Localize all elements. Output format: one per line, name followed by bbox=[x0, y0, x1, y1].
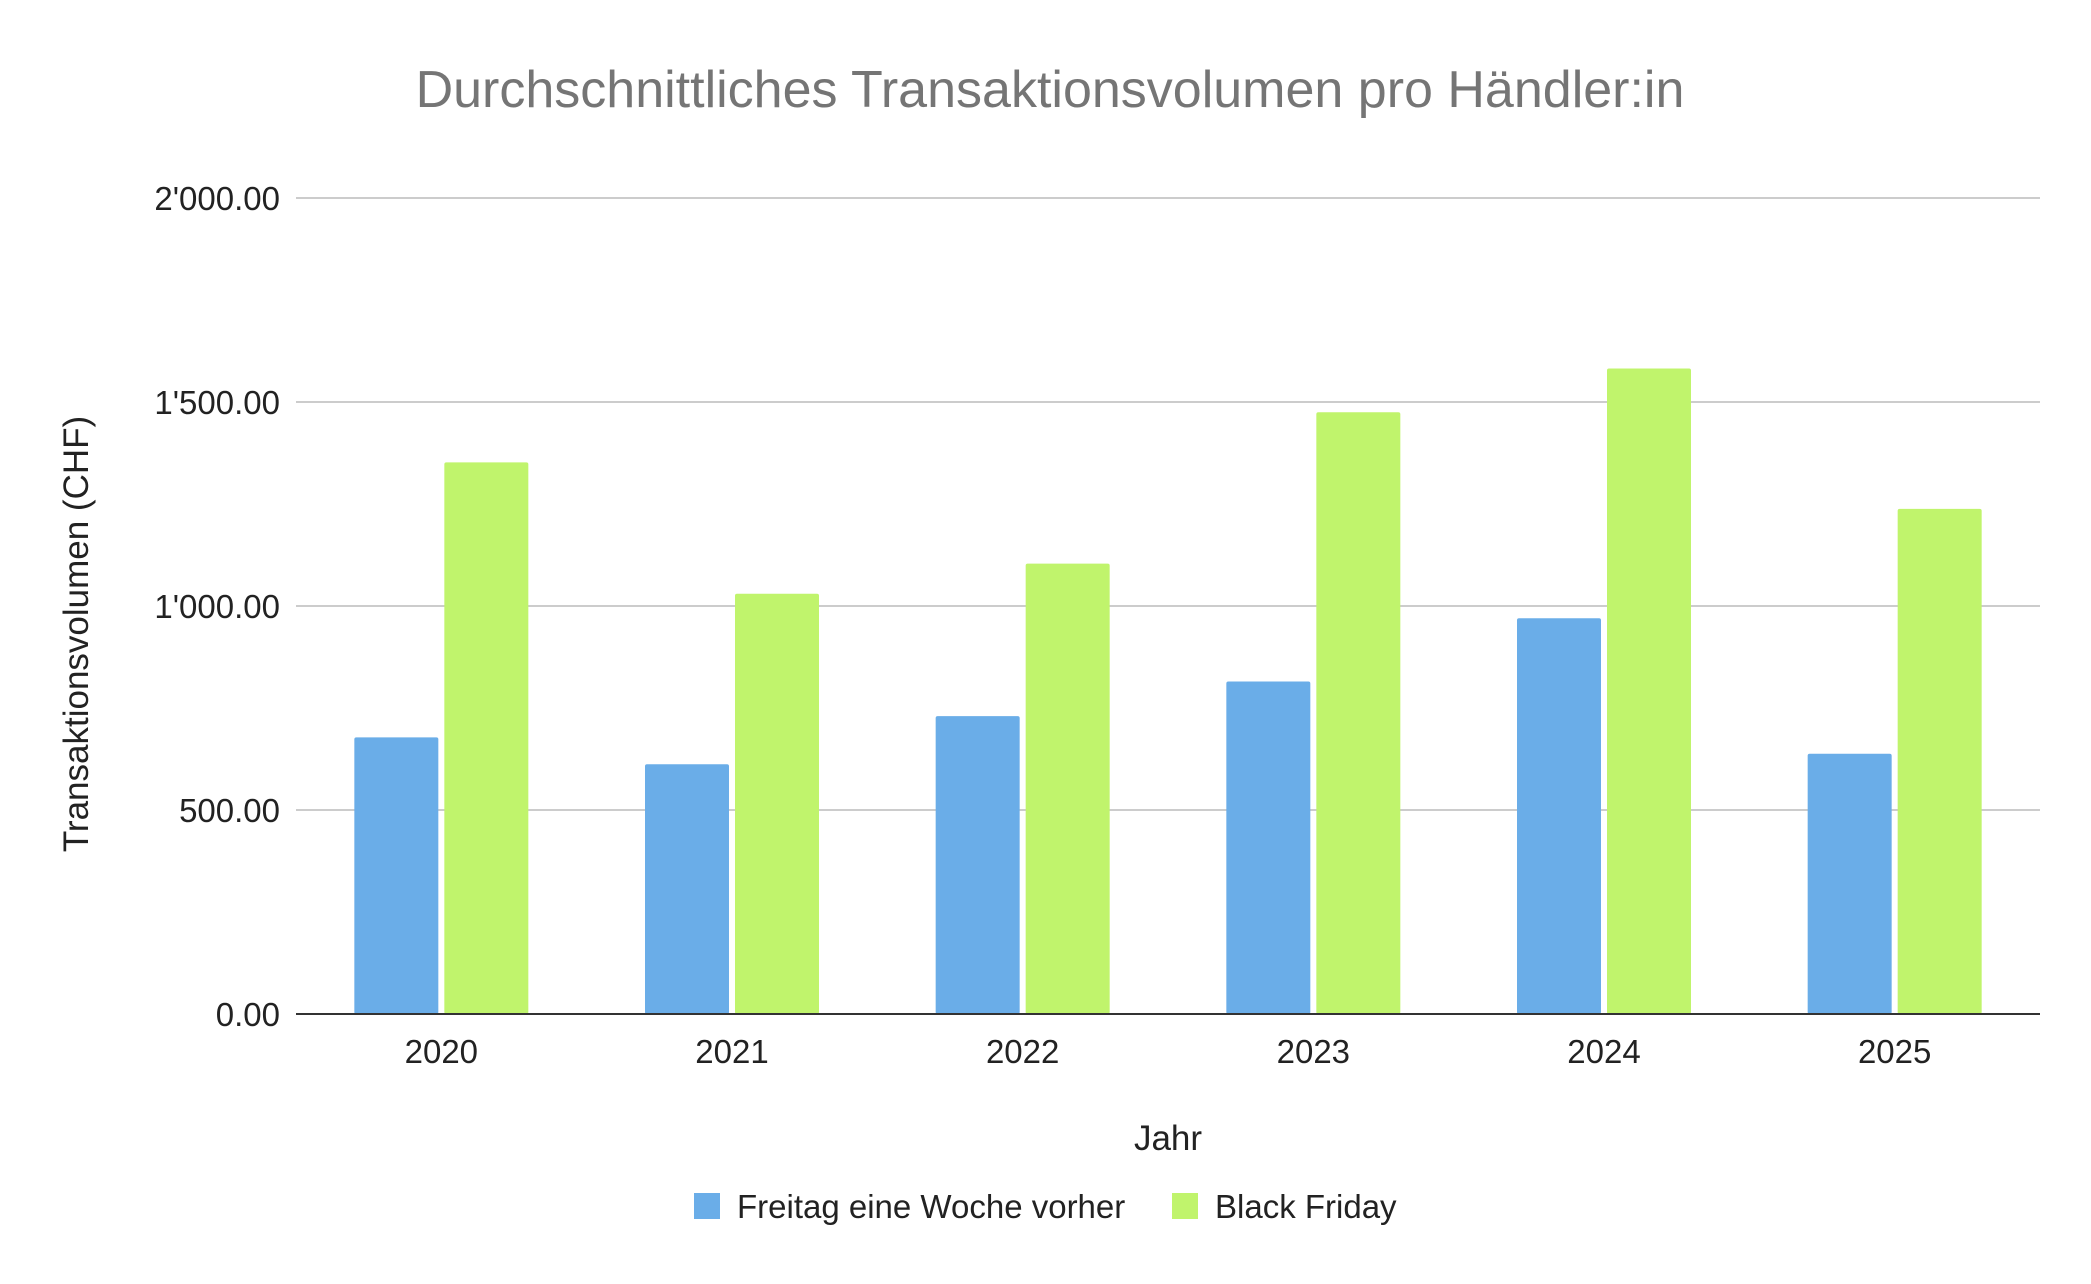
bar-week-before-2023 bbox=[1226, 681, 1311, 1014]
y-axis-ticks: 0.00 500.00 1'000.00 1'500.00 2'000.00 bbox=[154, 180, 280, 1033]
legend-swatch bbox=[1172, 1193, 1198, 1219]
x-tick-label: 2021 bbox=[695, 1033, 768, 1070]
legend-swatch bbox=[694, 1193, 720, 1219]
x-axis-title: Jahr bbox=[1134, 1119, 1202, 1158]
gridlines bbox=[296, 197, 2040, 811]
x-tick-label: 2020 bbox=[405, 1033, 478, 1070]
legend-label: Black Friday bbox=[1215, 1188, 1397, 1225]
bar-week-before-2021 bbox=[645, 764, 729, 1014]
bar-week-before-2020 bbox=[354, 737, 439, 1014]
bar-week-before-2025 bbox=[1807, 753, 1892, 1014]
bar-black-friday-2024 bbox=[1607, 368, 1691, 1014]
y-axis-title: Transaktionsvolumen (CHF) bbox=[57, 416, 96, 852]
y-tick-label: 1'500.00 bbox=[154, 384, 280, 421]
x-axis-ticks: 2020 2021 2022 2023 2024 2025 bbox=[405, 1033, 1932, 1070]
bar-black-friday-2022 bbox=[1025, 563, 1110, 1014]
bars bbox=[354, 368, 1982, 1014]
bar-black-friday-2023 bbox=[1316, 412, 1401, 1014]
x-tick-label: 2024 bbox=[1567, 1033, 1640, 1070]
bar-week-before-2024 bbox=[1517, 618, 1601, 1014]
y-tick-label: 1'000.00 bbox=[154, 588, 280, 625]
legend: Freitag eine Woche vorher Black Friday bbox=[694, 1188, 1397, 1225]
y-tick-label: 500.00 bbox=[179, 792, 280, 829]
x-tick-label: 2025 bbox=[1858, 1033, 1931, 1070]
bar-black-friday-2020 bbox=[444, 462, 529, 1014]
bar-black-friday-2021 bbox=[735, 593, 819, 1014]
x-tick-label: 2022 bbox=[986, 1033, 1059, 1070]
y-tick-label: 2'000.00 bbox=[154, 180, 280, 217]
y-tick-label: 0.00 bbox=[216, 996, 280, 1033]
x-tick-label: 2023 bbox=[1277, 1033, 1350, 1070]
bar-black-friday-2025 bbox=[1897, 508, 1982, 1014]
legend-label: Freitag eine Woche vorher bbox=[737, 1188, 1125, 1225]
bar-week-before-2022 bbox=[935, 716, 1020, 1014]
chart-title: Durchschnittliches Transaktionsvolumen p… bbox=[416, 61, 1685, 119]
